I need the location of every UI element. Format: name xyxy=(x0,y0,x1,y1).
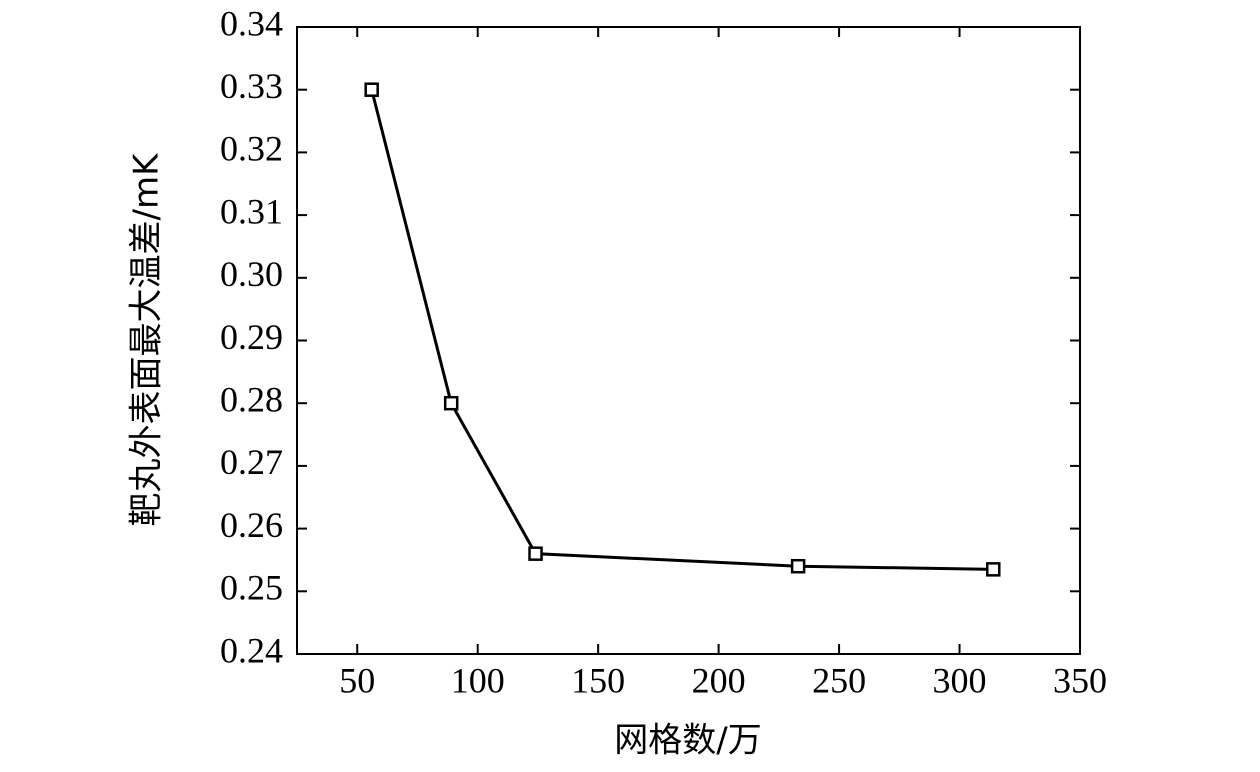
x-tick-label: 250 xyxy=(812,660,866,700)
y-tick-label: 0.25 xyxy=(220,568,283,608)
y-tick-label: 0.28 xyxy=(220,379,283,419)
y-tick-label: 0.32 xyxy=(220,129,283,169)
x-tick-label: 300 xyxy=(933,660,987,700)
y-tick-label: 0.33 xyxy=(220,66,283,106)
line xyxy=(370,89,994,571)
marker xyxy=(790,558,806,574)
x-axis-label: 网格数/万 xyxy=(614,721,761,761)
x-tick-label: 100 xyxy=(451,660,505,700)
plot-frame xyxy=(296,26,1081,655)
y-tick-label: 0.31 xyxy=(220,191,283,231)
marker xyxy=(364,82,379,97)
y-tick-label: 0.24 xyxy=(220,630,283,670)
marker xyxy=(528,546,543,561)
y-axis-label: 靶丸外表面最大温差/mK xyxy=(127,152,167,527)
x-tick-label: 350 xyxy=(1053,660,1107,700)
y-tick-label: 0.34 xyxy=(220,3,283,43)
marker xyxy=(986,562,1001,577)
x-tick-label: 150 xyxy=(571,660,625,700)
x-tick-label: 50 xyxy=(339,660,375,700)
marker xyxy=(443,395,459,411)
y-tick-label: 0.26 xyxy=(220,505,283,545)
y-tick-label: 0.27 xyxy=(220,442,283,482)
y-tick-label: 0.29 xyxy=(220,317,283,357)
x-tick-label: 200 xyxy=(692,660,746,700)
y-tick-label: 0.30 xyxy=(220,254,283,294)
